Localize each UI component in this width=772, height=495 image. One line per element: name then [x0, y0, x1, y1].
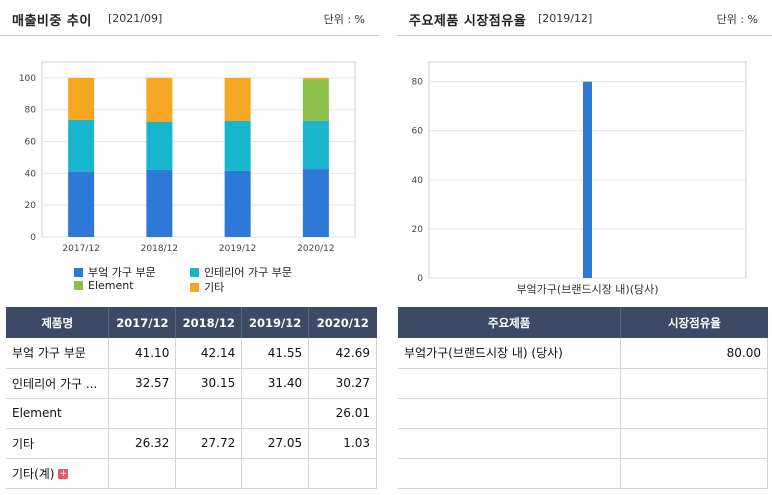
table-row: 부엌가구(브랜드시장 내) (당사) 80.00	[398, 338, 768, 369]
col-header-year: 2017/12	[108, 307, 177, 338]
table-row	[398, 398, 768, 429]
col-header-year: 2019/12	[241, 307, 310, 338]
legend-item: 기타	[190, 279, 224, 295]
y-tick-label: 20	[412, 225, 424, 235]
y-tick-label: 40	[412, 176, 424, 186]
header-divider	[397, 35, 772, 36]
bar-segment	[302, 79, 329, 121]
bar-segment	[302, 120, 329, 170]
y-tick-label: 20	[25, 201, 37, 211]
x-tick-label: 2020/12	[297, 244, 334, 254]
market-share-table: 주요제품 시장점유율 부엌가구(브랜드시장 내) (당사) 80.00	[398, 307, 768, 489]
chart-legend: 부엌 가구 부문 인테리어 가구 부문 Element 기타	[0, 262, 379, 298]
x-tick-label: 2019/12	[219, 244, 256, 254]
y-tick-label: 0	[30, 233, 36, 243]
table-header-row: 제품명 2017/12 2018/12 2019/12 2020/12	[6, 307, 377, 338]
panel-header: 주요제품 시장점유율 [2019/12] 단위 : %	[397, 0, 772, 37]
y-tick-label: 80	[25, 106, 37, 116]
y-tick-label: 100	[19, 74, 36, 84]
expand-plus-icon[interactable]: +	[58, 469, 69, 479]
legend-swatch	[74, 281, 83, 290]
bar-segment	[68, 171, 95, 237]
table-row	[398, 428, 768, 459]
unit-label: 단위 : %	[323, 13, 365, 26]
stacked-bar-chart: 0 20 40 60 80 100 2017/12 2018/12 2019/12 2020/12	[19, 61, 356, 254]
panel-period: [2021/09]	[108, 12, 163, 25]
col-header-share: 시장점유율	[620, 307, 768, 338]
table-row: 기타(계) +	[6, 458, 377, 489]
legend-item: Element	[74, 279, 134, 292]
unit-label: 단위 : %	[716, 13, 758, 26]
table-row: 부엌 가구 부문 41.10 42.14 41.55 42.69	[6, 338, 377, 369]
bar-segment	[224, 77, 251, 121]
sales-table: 제품명 2017/12 2018/12 2019/12 2020/12 부엌 가…	[6, 307, 377, 489]
row-label-expandable[interactable]: 기타(계) +	[6, 458, 110, 489]
row-label: 부엌 가구 부문	[6, 338, 110, 369]
panel-title: 주요제품 시장점유율	[409, 14, 527, 29]
sales-composition-panel: 매출비중 추이 [2021/09] 단위 : % 0 20 40 60 80 100 201…	[0, 0, 379, 495]
col-header-product: 주요제품	[398, 307, 622, 338]
table-row: 인테리어 가구 ... 32.57 30.15 31.40 30.27	[6, 368, 377, 399]
bar-segment	[146, 121, 173, 170]
bar-segment	[68, 119, 95, 172]
bar-segment	[224, 170, 251, 237]
panel-period: [2019/12]	[538, 12, 593, 25]
market-share-panel: 주요제품 시장점유율 [2019/12] 단위 : % 0 20 40 60 80 부엌가…	[397, 0, 772, 495]
y-tick-label: 80	[412, 78, 424, 88]
table-header-row: 주요제품 시장점유율	[398, 307, 768, 338]
table-row	[398, 368, 768, 399]
plot-area	[41, 61, 356, 238]
legend-swatch	[190, 267, 199, 277]
panel-title: 매출비중 추이	[12, 14, 92, 29]
bar-segment	[68, 77, 95, 120]
col-header-year: 2020/12	[308, 307, 377, 338]
y-tick-label: 60	[412, 127, 424, 137]
x-tick-label: 부엌가구(브랜드시장 내)(당사)	[516, 283, 658, 296]
row-label: Element	[6, 398, 110, 429]
legend-swatch	[74, 267, 83, 277]
y-tick-label: 0	[417, 274, 423, 284]
legend-item: 부엌 가구 부문	[74, 264, 156, 280]
bar-segment	[302, 77, 329, 80]
y-tick-label: 40	[25, 169, 37, 179]
bar-segment	[302, 169, 329, 237]
legend-item: 인테리어 가구 부문	[190, 264, 292, 280]
table-row	[398, 458, 768, 489]
market-share-bar-chart: 0 20 40 60 80 부엌가구(브랜드시장 내)(당사)	[412, 61, 747, 296]
col-header-product: 제품명	[6, 307, 110, 338]
table-row: Element 26.01	[6, 398, 377, 429]
row-label: 인테리어 가구 ...	[6, 368, 110, 399]
header-divider	[0, 35, 379, 36]
y-tick-label: 60	[25, 138, 37, 148]
bar-segment	[224, 120, 251, 171]
x-tick-label: 2017/12	[62, 244, 99, 254]
row-label: 기타	[6, 428, 110, 459]
bar	[583, 81, 592, 278]
table-row: 기타 26.32 27.72 27.05 1.03	[6, 428, 377, 459]
bar-segment	[146, 169, 173, 237]
bar-segment	[146, 77, 173, 122]
legend-swatch	[190, 282, 199, 292]
x-tick-label: 2018/12	[141, 244, 178, 254]
col-header-year: 2018/12	[175, 307, 243, 338]
panel-header: 매출비중 추이 [2021/09] 단위 : %	[0, 0, 379, 37]
